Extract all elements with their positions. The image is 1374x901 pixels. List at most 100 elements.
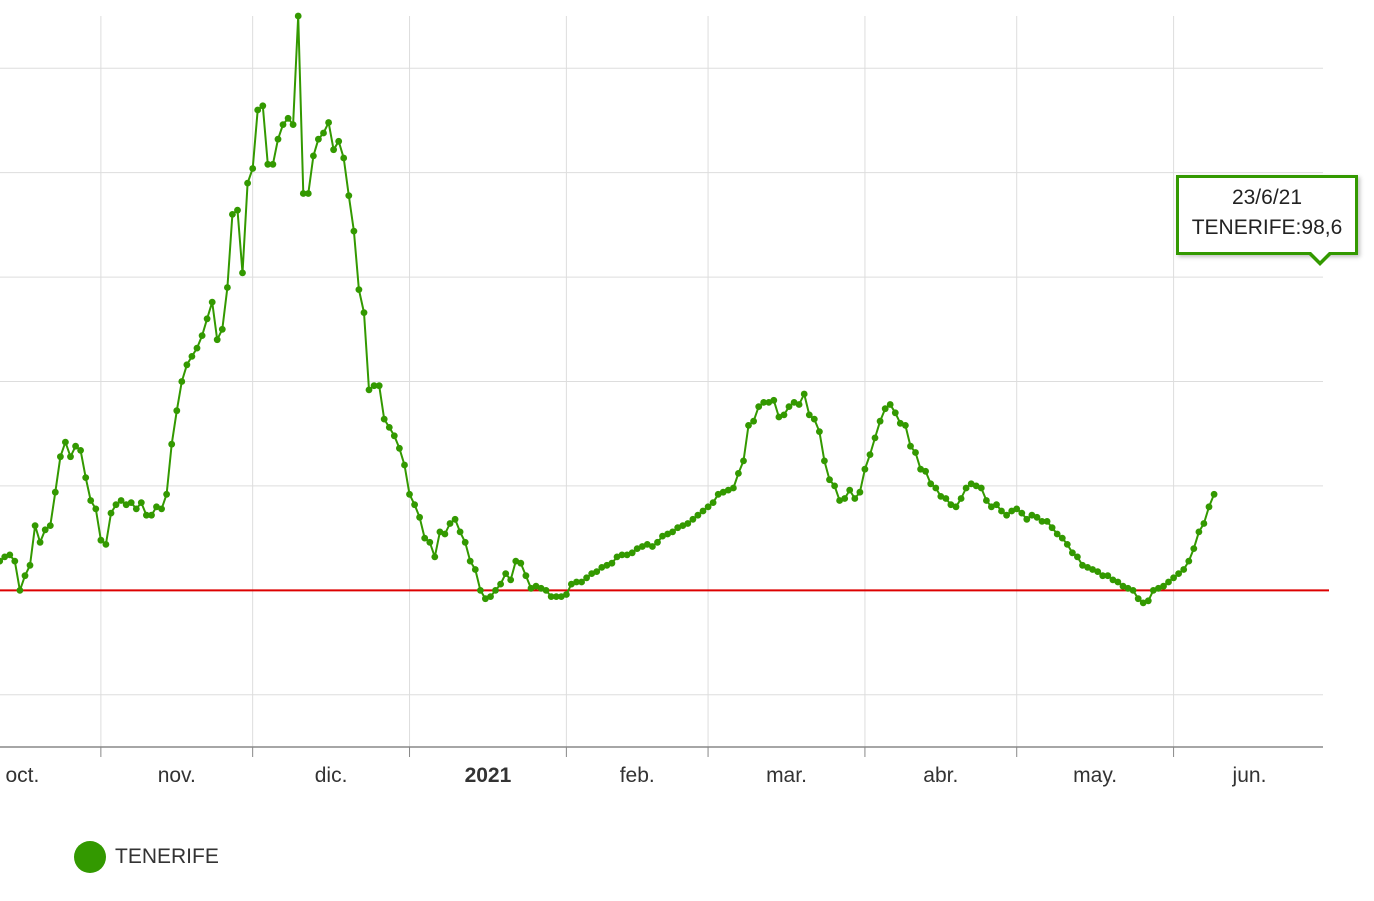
data-point: [350, 227, 358, 235]
data-point: [740, 457, 747, 465]
data-point: [578, 578, 585, 586]
data-point: [1018, 509, 1026, 517]
data-point: [881, 405, 889, 413]
data-point: [178, 378, 186, 385]
data-point: [816, 428, 823, 435]
data-point: [158, 505, 166, 513]
data-point: [72, 442, 79, 450]
data-point: [471, 566, 479, 573]
data-point: [148, 511, 155, 519]
data-point: [97, 536, 105, 544]
x-tick-label: mar.: [766, 764, 807, 787]
data-point: [117, 497, 125, 504]
data-point: [886, 401, 894, 408]
data-point: [6, 551, 14, 559]
data-point: [1114, 578, 1122, 586]
data-point: [213, 336, 221, 344]
data-point: [643, 541, 651, 548]
x-tick-label: 2021: [465, 764, 512, 787]
data-point: [31, 522, 39, 529]
data-point: [385, 424, 393, 431]
data-point: [684, 520, 692, 527]
data-point: [866, 451, 874, 458]
data-point: [760, 399, 768, 406]
data-point: [57, 453, 64, 461]
x-tick-label: feb.: [620, 764, 655, 787]
data-point: [16, 587, 24, 594]
data-point: [299, 190, 307, 197]
data-point: [972, 482, 980, 490]
x-tick-label: oct.: [6, 764, 40, 787]
data-point: [983, 497, 990, 504]
legend-swatch-icon: [74, 841, 106, 873]
data-point: [846, 486, 854, 494]
data-point: [810, 415, 818, 423]
data-point: [466, 557, 474, 565]
data-point: [770, 396, 778, 404]
data-point: [1013, 505, 1021, 513]
data-point: [102, 541, 110, 548]
data-point: [218, 325, 226, 333]
data-point: [1149, 587, 1157, 594]
data-point: [234, 206, 241, 214]
legend-item-tenerife[interactable]: TENERIFE: [74, 840, 219, 874]
data-point: [689, 515, 697, 523]
data-point: [406, 490, 413, 498]
data-point: [1053, 530, 1061, 538]
data-point: [1185, 557, 1193, 565]
data-point: [82, 474, 90, 481]
data-point: [51, 488, 59, 496]
data-point: [446, 520, 454, 527]
data-point: [264, 160, 272, 168]
data-point: [451, 515, 459, 523]
data-point: [1, 553, 9, 561]
data-point: [1104, 572, 1112, 580]
data-point: [669, 528, 676, 536]
data-point: [477, 587, 484, 594]
data-point: [1155, 584, 1162, 592]
data-point: [163, 490, 171, 498]
data-point: [573, 578, 580, 586]
data-point: [942, 495, 950, 502]
data-point: [750, 417, 757, 425]
data-point: [203, 315, 211, 323]
data-point: [1089, 566, 1096, 573]
x-tick-label: may.: [1073, 764, 1117, 787]
data-point: [431, 553, 439, 561]
data-point: [1175, 570, 1182, 577]
data-point: [416, 513, 423, 521]
data-point: [826, 476, 833, 484]
data-point: [623, 551, 631, 559]
data-point: [735, 470, 742, 477]
data-point: [1033, 513, 1041, 521]
data-point: [274, 135, 282, 143]
data-point: [46, 522, 54, 529]
data-point: [1043, 518, 1051, 525]
data-point: [896, 419, 904, 427]
data-point: [1038, 518, 1046, 525]
data-point: [557, 593, 565, 600]
data-point: [552, 593, 560, 600]
data-point: [704, 503, 712, 511]
data-point: [355, 286, 363, 293]
data-point: [709, 499, 717, 506]
data-point: [907, 442, 914, 450]
data-point: [87, 497, 95, 504]
data-point: [396, 444, 403, 452]
data-point: [755, 403, 763, 410]
data-point: [294, 12, 302, 20]
data-point: [244, 179, 252, 187]
data-point: [724, 486, 732, 494]
data-point: [568, 580, 575, 588]
data-point: [962, 484, 970, 492]
data-point: [345, 192, 353, 200]
data-point: [390, 432, 398, 440]
data-point: [1023, 515, 1031, 523]
data-point: [360, 309, 368, 316]
data-point: [168, 440, 176, 448]
data-point: [836, 497, 843, 504]
data-point: [112, 501, 120, 509]
data-point: [805, 411, 813, 419]
data-point: [41, 526, 49, 534]
